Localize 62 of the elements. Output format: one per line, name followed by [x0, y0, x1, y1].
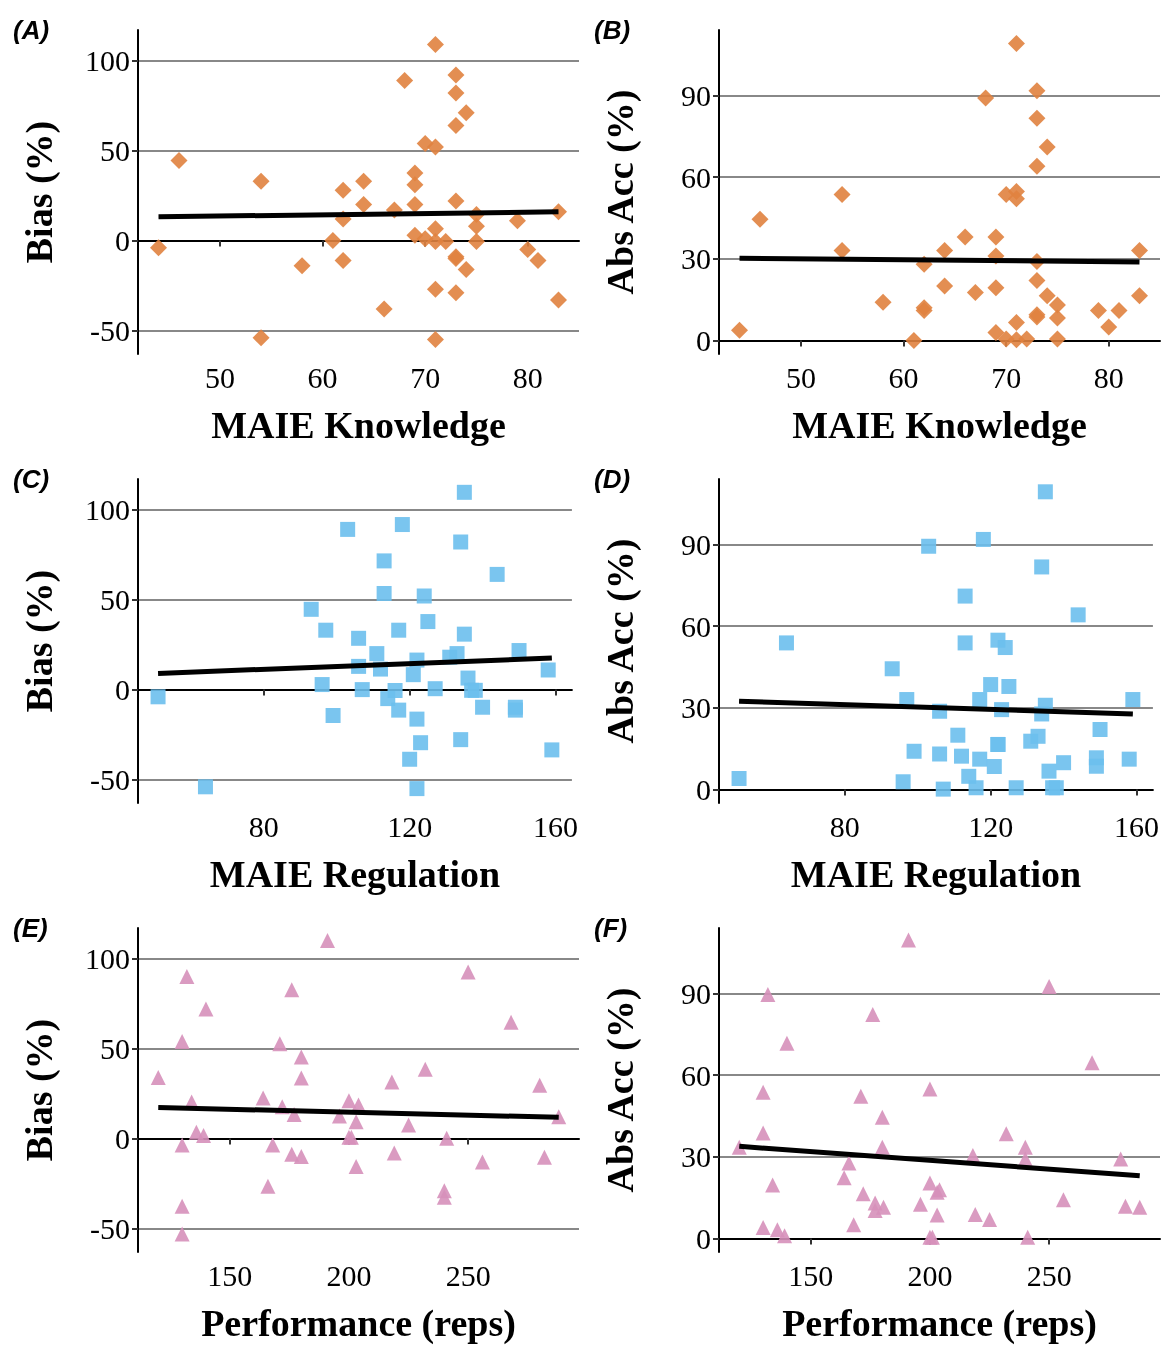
x-tick-label: 150 [788, 1258, 834, 1292]
x-tick-label: 200 [907, 1258, 953, 1292]
y-tick-label: 0 [696, 323, 711, 357]
y-tick-label: 60 [681, 160, 711, 194]
x-tick-label: 160 [1114, 809, 1159, 843]
y-tick-label: 0 [115, 673, 130, 707]
chart-title: (D) [594, 464, 631, 494]
y-axis-title: Bias (%) [18, 1018, 61, 1162]
x-tick-label: 70 [991, 360, 1022, 394]
x-axis-title: MAIE Knowledge [792, 404, 1087, 446]
y-tick-label: 30 [681, 242, 711, 276]
chart-title: (F) [594, 913, 628, 943]
x-tick-label: 250 [1026, 1258, 1072, 1292]
x-tick-label: 150 [207, 1258, 253, 1292]
y-tick-label: 50 [100, 134, 130, 168]
x-tick-label: 70 [410, 360, 441, 394]
y-tick-label: -50 [90, 314, 130, 348]
y-tick-label: 50 [100, 583, 130, 617]
x-tick-label: 60 [888, 360, 919, 394]
x-axis-title: Performance (reps) [201, 1302, 516, 1345]
chart-title: (C) [13, 464, 50, 494]
y-tick-label: 100 [85, 44, 130, 78]
x-tick-label: 80 [829, 809, 860, 843]
y-tick-label: 50 [100, 1032, 130, 1066]
x-tick-label: 80 [512, 360, 543, 394]
x-tick-label: 160 [533, 809, 578, 843]
y-tick-label: 90 [681, 976, 711, 1010]
x-tick-label: 50 [786, 360, 817, 394]
x-tick-label: 120 [968, 809, 1014, 843]
chart-title: (B) [594, 15, 631, 45]
y-axis-title: Abs Acc (%) [599, 538, 642, 744]
y-tick-label: 60 [681, 1058, 711, 1092]
x-tick-label: 50 [205, 360, 236, 394]
y-tick-label: 0 [696, 772, 711, 806]
x-tick-label: 200 [326, 1258, 372, 1292]
x-tick-label: 60 [307, 360, 338, 394]
y-tick-label: 100 [85, 493, 130, 527]
x-tick-label: 80 [1093, 360, 1124, 394]
y-axis-title: Bias (%) [18, 569, 61, 713]
y-axis-title: Bias (%) [18, 120, 61, 264]
x-tick-label: 250 [445, 1258, 491, 1292]
y-tick-label: -50 [90, 1212, 130, 1246]
y-tick-label: 30 [681, 691, 711, 725]
y-tick-label: 0 [115, 1122, 130, 1156]
x-axis-title: Performance (reps) [782, 1302, 1097, 1345]
y-tick-label: -50 [90, 763, 130, 797]
x-tick-label: 120 [387, 809, 433, 843]
y-tick-label: 0 [115, 224, 130, 258]
x-axis-title: MAIE Knowledge [211, 404, 506, 446]
x-axis-title: MAIE Regulation [790, 853, 1082, 895]
y-tick-label: 90 [681, 78, 711, 112]
x-tick-label: 80 [248, 809, 279, 843]
y-tick-label: 100 [85, 942, 130, 976]
y-axis-title: Abs Acc (%) [599, 987, 642, 1193]
chart-title: (A) [13, 15, 50, 45]
y-tick-label: 60 [681, 609, 711, 643]
y-tick-label: 0 [696, 1221, 711, 1255]
y-axis-title: Abs Acc (%) [599, 89, 642, 295]
chart-title: (E) [13, 913, 48, 943]
x-axis-title: MAIE Regulation [209, 853, 501, 895]
y-tick-label: 30 [681, 1140, 711, 1174]
y-tick-label: 90 [681, 527, 711, 561]
